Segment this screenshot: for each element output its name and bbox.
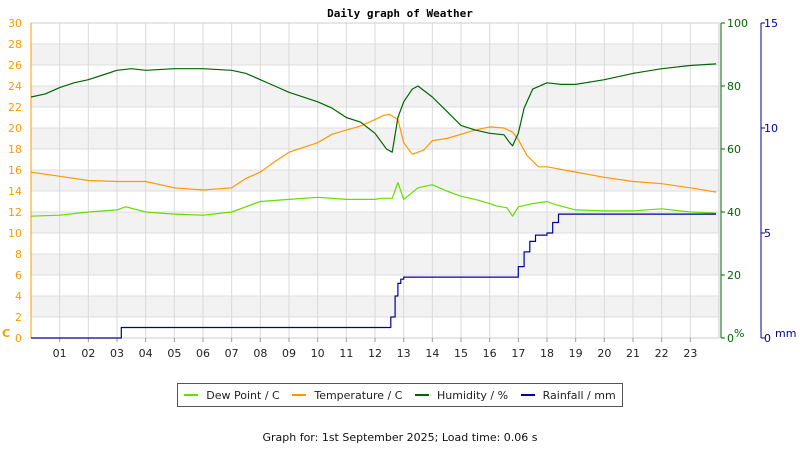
x-tick-label: 17 xyxy=(511,347,525,360)
chart-title: Daily graph of Weather xyxy=(327,7,473,20)
temperature-tick-label: 2 xyxy=(15,311,22,324)
temperature-tick-label: 16 xyxy=(8,164,22,177)
temperature-tick-label: 6 xyxy=(15,269,22,282)
x-tick-label: 12 xyxy=(368,347,382,360)
temperature-tick-label: 26 xyxy=(8,59,22,72)
rainfall-tick-label: 5 xyxy=(764,227,771,240)
series-line-dewpoint xyxy=(30,182,717,217)
chart-footer: Graph for: 1st September 2025; Load time… xyxy=(262,431,538,444)
x-tick-label: 23 xyxy=(683,347,697,360)
legend-swatch-dewpoint xyxy=(184,394,199,396)
humidity-tick-label: 40 xyxy=(727,206,741,219)
x-tick-label: 08 xyxy=(253,347,267,360)
x-tick-label: 01 xyxy=(53,347,67,360)
x-tick-label: 20 xyxy=(597,347,611,360)
x-tick-label: 06 xyxy=(196,347,210,360)
temperature-tick-label: 20 xyxy=(8,122,22,135)
humidity-tick-label: 20 xyxy=(727,269,741,282)
x-tick-label: 15 xyxy=(454,347,468,360)
humidity-unit-label: % xyxy=(734,327,744,340)
legend-item-humidity: Humidity / % xyxy=(415,389,508,402)
x-tick-label: 14 xyxy=(425,347,439,360)
temperature-tick-label: 10 xyxy=(8,227,22,240)
legend-swatch-humidity xyxy=(415,394,430,396)
legend-item-dewpoint: Dew Point / C xyxy=(184,388,280,402)
temperature-tick-label: 8 xyxy=(15,248,22,261)
series-line-rainfall xyxy=(31,213,717,339)
temperature-tick-label: 18 xyxy=(8,143,22,156)
x-tick-label: 10 xyxy=(311,347,325,360)
rainfall-tick-label: 10 xyxy=(764,122,778,135)
x-tick-label: 04 xyxy=(139,347,153,360)
humidity-tick-label: 80 xyxy=(727,80,741,93)
rainfall-tick-label: 0 xyxy=(764,332,771,345)
temperature-tick-label: 12 xyxy=(8,206,22,219)
temperature-tick-label: 24 xyxy=(8,80,22,93)
x-tick-label: 02 xyxy=(81,347,95,360)
x-tick-label: 18 xyxy=(540,347,554,360)
legend-label-temperature: Temperature / C xyxy=(314,388,403,402)
temperature-tick-label: 30 xyxy=(8,17,22,30)
series-line-temperature xyxy=(30,113,717,193)
x-tick-label: 22 xyxy=(655,347,669,360)
legend-label-humidity: Humidity / % xyxy=(437,388,509,402)
humidity-tick-label: 60 xyxy=(727,143,741,156)
x-tick-label: 16 xyxy=(483,347,497,360)
rainfall-tick-label: 15 xyxy=(764,17,778,30)
temperature-tick-label: 28 xyxy=(8,38,22,51)
temperature-tick-label: 0 xyxy=(15,332,22,345)
x-tick-label: 07 xyxy=(225,347,239,360)
humidity-tick-label: 100 xyxy=(727,17,748,30)
legend-swatch-temperature xyxy=(292,394,307,396)
temperature-tick-label: 4 xyxy=(15,290,22,303)
temperature-tick-label: 14 xyxy=(8,185,22,198)
chart-legend: Dew Point / C Temperature / C Humidity /… xyxy=(177,383,623,407)
humidity-tick-label: 0 xyxy=(727,332,734,345)
x-tick-label: 03 xyxy=(110,347,124,360)
legend-label-dewpoint: Dew Point / C xyxy=(206,388,280,402)
x-tick-label: 19 xyxy=(569,347,583,360)
temperature-tick-label: 22 xyxy=(8,101,22,114)
series-line-humidity xyxy=(30,63,717,153)
legend-item-temperature: Temperature / C xyxy=(292,389,402,402)
x-tick-label: 21 xyxy=(626,347,640,360)
rainfall-unit-label: mm xyxy=(775,327,796,340)
temperature-unit-label: C xyxy=(2,327,10,340)
legend-item-rainfall: Rainfall / mm xyxy=(520,388,616,402)
legend-label-rainfall: Rainfall / mm xyxy=(542,388,616,402)
x-tick-label: 13 xyxy=(397,347,411,360)
x-tick-label: 05 xyxy=(167,347,181,360)
legend-swatch-rainfall xyxy=(520,394,535,396)
x-tick-label: 11 xyxy=(339,347,353,360)
x-tick-label: 09 xyxy=(282,347,296,360)
